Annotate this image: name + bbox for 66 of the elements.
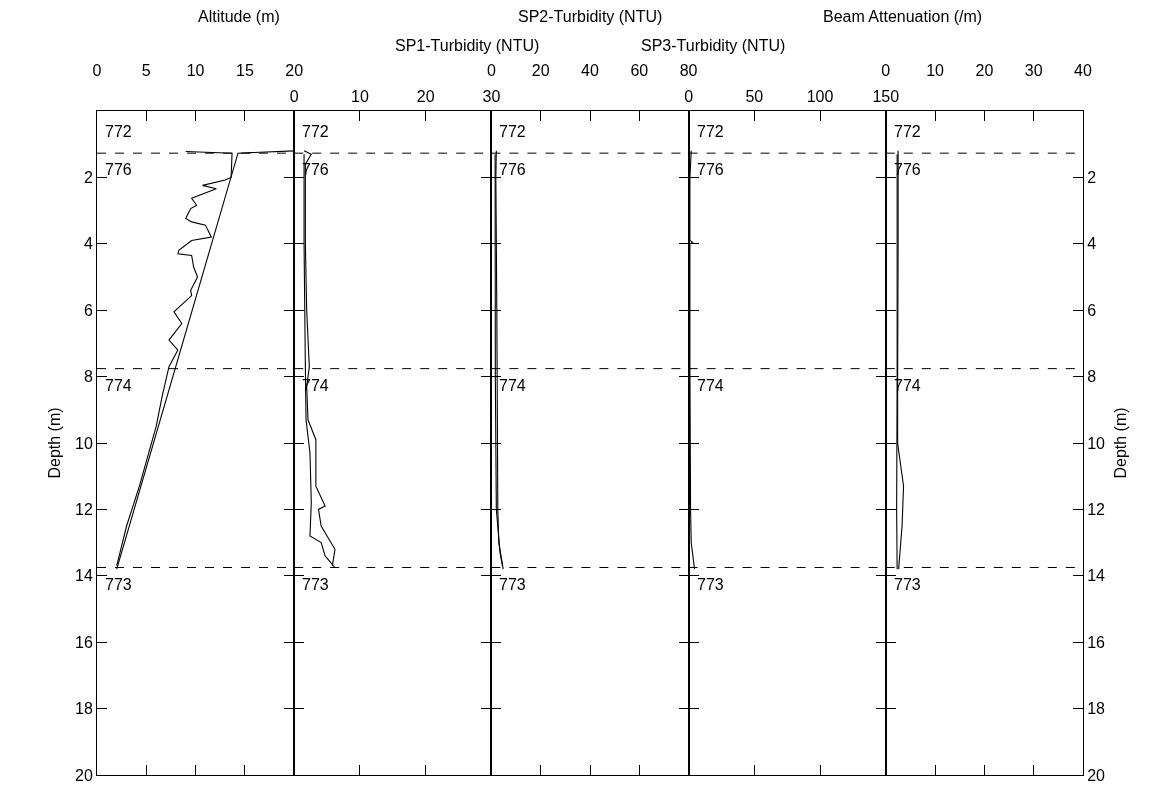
- annotation: 772: [499, 123, 526, 140]
- x-tick-label: 0: [684, 87, 694, 105]
- annotation: 773: [697, 576, 724, 593]
- x-axis-title: SP3-Turbidity (NTU): [641, 37, 786, 54]
- y-tick-label: 14: [1087, 567, 1106, 585]
- x-tick-label: 0: [289, 87, 299, 105]
- annotation: 772: [302, 123, 329, 140]
- y-tick-label: 8: [1087, 368, 1097, 386]
- x-tick-label: 0: [486, 61, 496, 79]
- x-tick-label: 0: [881, 61, 891, 79]
- y-tick-label: 2: [1087, 169, 1097, 186]
- y-tick-label: 16: [1087, 633, 1106, 651]
- x-tick-label: 100: [806, 87, 834, 105]
- annotation: 773: [894, 576, 921, 593]
- x-tick-label: 0: [92, 61, 102, 79]
- annotation: 773: [499, 576, 526, 593]
- y-tick-label: 18: [75, 700, 93, 718]
- annotation: 773: [105, 576, 132, 593]
- y-tick-label: 10: [75, 434, 93, 452]
- y-axis-title: Depth (m): [1111, 407, 1129, 479]
- y-tick-label: 6: [1087, 301, 1097, 319]
- x-tick-label: 15: [236, 61, 254, 79]
- annotation: 772: [894, 123, 921, 140]
- x-tick-label: 50: [745, 87, 764, 105]
- x-tick-label: 20: [416, 87, 435, 105]
- x-axis-title: Beam Attenuation (/m): [823, 8, 983, 25]
- x-axis-title: Altitude (m): [198, 8, 280, 25]
- x-axis-title: SP2-Turbidity (NTU): [518, 8, 663, 25]
- x-tick-label: 150: [872, 87, 900, 105]
- x-tick-label: 80: [679, 61, 698, 79]
- y-tick-label: 4: [83, 235, 93, 253]
- x-tick-label: 40: [1074, 61, 1092, 79]
- annotation: 776: [697, 161, 724, 178]
- x-tick-label: 20: [975, 61, 994, 79]
- y-tick-label: 4: [1087, 235, 1097, 253]
- y-tick-label: 12: [75, 501, 93, 518]
- y-tick-label: 16: [75, 633, 93, 651]
- y-tick-label: 18: [1087, 700, 1106, 718]
- x-tick-label: 60: [630, 61, 649, 79]
- x-tick-label: 30: [1024, 61, 1043, 79]
- x-tick-label: 30: [482, 87, 501, 105]
- x-tick-label: 20: [285, 61, 304, 79]
- y-tick-label: 20: [75, 766, 93, 784]
- y-tick-label: 10: [1087, 434, 1106, 452]
- annotation: 772: [697, 123, 724, 140]
- x-tick-label: 10: [926, 61, 945, 79]
- y-tick-label: 20: [1087, 766, 1106, 784]
- y-axis-title: Depth (m): [45, 407, 63, 479]
- y-tick-label: 8: [83, 368, 93, 386]
- x-tick-label: 20: [531, 61, 550, 79]
- y-tick-label: 2: [83, 169, 93, 186]
- annotation: 773: [302, 576, 329, 593]
- annotation: 776: [105, 161, 132, 178]
- x-tick-label: 5: [141, 61, 151, 79]
- y-tick-label: 14: [75, 567, 93, 585]
- x-tick-label: 10: [351, 87, 369, 105]
- annotation: 776: [499, 161, 526, 178]
- annotation: 774: [105, 377, 132, 394]
- x-tick-label: 10: [186, 61, 205, 79]
- x-axis-title: SP1-Turbidity (NTU): [395, 37, 540, 54]
- annotation: 774: [499, 377, 526, 394]
- x-tick-label: 40: [581, 61, 599, 79]
- annotation: 774: [697, 377, 724, 394]
- y-tick-label: 12: [1087, 501, 1106, 518]
- y-tick-label: 6: [83, 301, 93, 319]
- annotation: 772: [105, 123, 132, 140]
